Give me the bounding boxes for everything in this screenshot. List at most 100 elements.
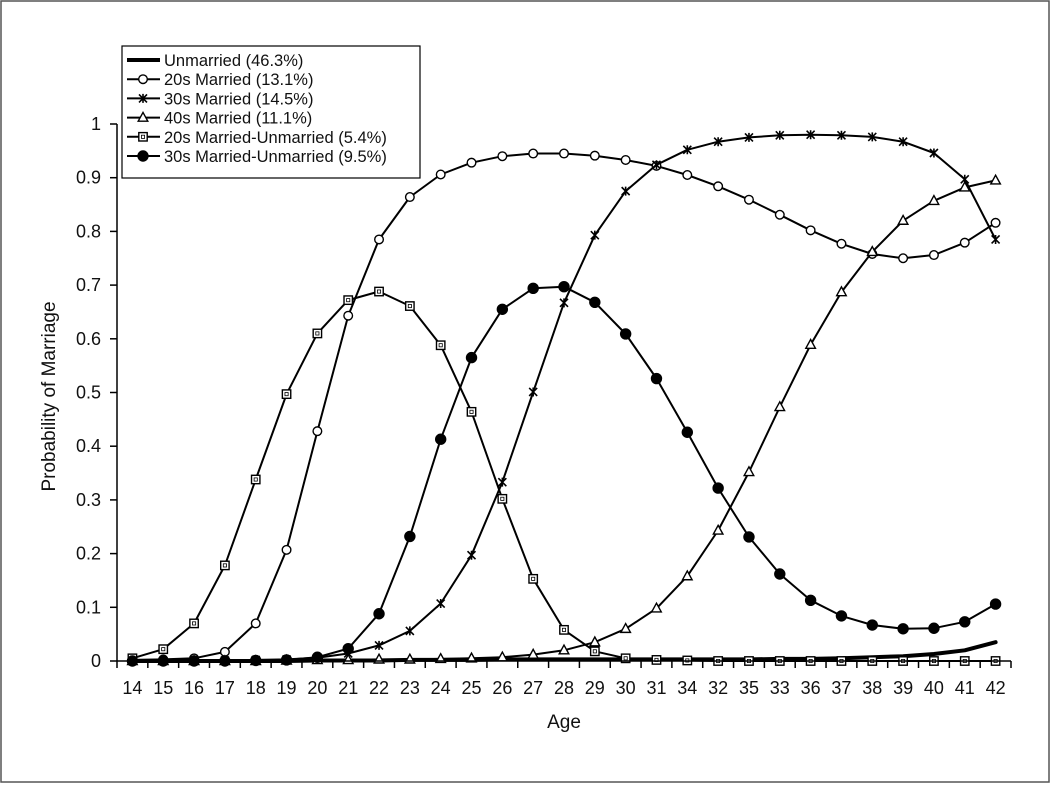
x-tick-label: 33 [770,678,790,698]
data-point [866,619,878,631]
y-tick-label: 1 [91,114,101,134]
legend-label: 20s Married (13.1%) [164,71,313,89]
data-point-inner [315,331,320,336]
legend-item: 30s Married-Unmarried (9.5%) [127,148,387,166]
data-point [588,635,601,647]
data-point [774,209,785,220]
data-point [620,154,631,165]
legend-item: 20s Married-Unmarried (5.4%) [127,129,387,147]
y-tick-label: 0.9 [76,168,101,188]
data-point [343,310,354,321]
data-point [713,137,723,147]
x-tick-label: 14 [122,678,142,698]
x-tick-label: 39 [893,678,913,698]
data-point [773,400,786,412]
data-point-inner [346,298,351,303]
data-point [405,626,415,636]
data-point-inner [284,392,289,397]
data-point [991,234,1001,245]
x-tick-label: 41 [955,678,975,698]
legend-box [121,45,421,179]
x-axis-title: Age [547,712,581,733]
data-point [137,150,149,162]
data-point [436,598,446,609]
data-point [528,573,539,584]
data-point [835,610,848,622]
data-point [404,301,415,311]
data-point [590,230,600,240]
legend-label: 20s Married-Unmarried (5.4%) [164,129,387,147]
data-point [343,295,354,306]
data-point [311,651,324,663]
data-point [281,389,292,400]
data-point [712,523,725,535]
data-point-inner [140,134,145,139]
x-tick-label: 34 [677,678,697,698]
data-point [743,531,755,543]
x-tick-label: 31 [646,678,666,698]
data-point [189,618,199,629]
legend-item: Unmarried (46.3%) [127,52,303,70]
legend-label: 30s Married-Unmarried (9.5%) [164,148,387,166]
data-point [281,544,292,555]
data-point [158,644,169,655]
x-ticks: 14 15 16 17 18 19 20 21 22 23 24 25 26 27 28 29 30 31 34 32… [116,661,1012,698]
x-tick-label: 18 [246,678,266,698]
x-tick-label: 37 [831,678,851,698]
data-point [589,296,601,308]
data-point [743,194,754,205]
x-tick-label: 21 [338,678,358,698]
legend-label: 30s Married (14.5%) [164,90,313,108]
y-tick-label: 0 [91,651,101,671]
data-point [558,281,570,293]
x-tick-label: 27 [523,678,543,698]
y-ticks: 0 0.1 0.2 0.3 0.4 0.5 0.6 0.7 0.8 0.9 1 [76,114,117,671]
legend-item: 40s Married (11.1%) [127,110,312,128]
data-point [650,601,663,613]
data-point [497,151,508,162]
data-point [137,74,148,85]
data-point [898,253,909,264]
data-point [806,130,816,140]
data-point [434,433,447,445]
data-point [681,569,694,581]
y-tick-label: 0.1 [76,597,101,617]
legend-label: Unmarried (46.3%) [164,52,303,70]
y-tick-label: 0.6 [76,329,101,349]
x-tick-label: 29 [585,678,605,698]
data-point [250,618,261,629]
data-point [898,137,908,147]
data-point-inner [592,649,597,654]
data-point [990,217,1001,228]
data-point-inner [222,563,227,568]
data-point-inner [192,621,197,626]
data-point [404,530,416,543]
data-point [774,568,786,580]
data-point [465,351,478,364]
data-point [928,622,940,634]
data-point-inner [562,627,567,632]
data-point-inner [623,656,628,661]
data-point [558,643,570,655]
data-point-inner [500,496,505,501]
data-point [466,406,477,417]
data-point [404,192,415,203]
data-point-inner [531,576,536,581]
data-point [435,169,446,180]
data-point [619,622,632,634]
x-tick-label: 24 [431,678,451,698]
data-point-inner [161,647,166,652]
data-point [712,482,724,494]
data-point [805,225,816,236]
x-tick-label: 17 [215,678,235,698]
data-point [466,550,477,560]
x-tick-label: 36 [801,678,821,698]
x-tick-label: 35 [739,678,759,698]
data-point [713,181,724,192]
data-point [465,651,478,663]
data-point [835,285,848,297]
data-point [527,282,539,295]
data-point [497,477,507,487]
data-point [927,194,940,206]
